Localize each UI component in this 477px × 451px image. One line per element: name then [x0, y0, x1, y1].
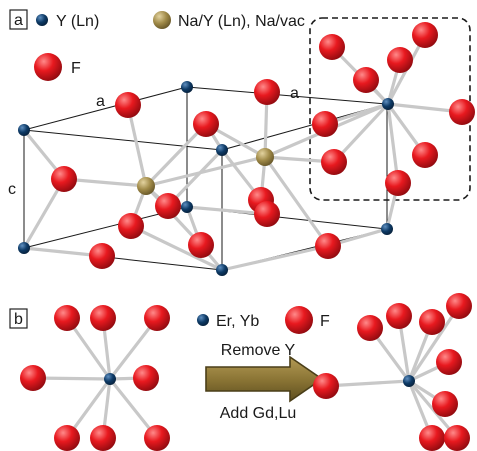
f-atom [444, 425, 470, 451]
f-atom [51, 166, 77, 192]
f-atom [357, 315, 383, 341]
f-atom [412, 142, 438, 168]
er-yb-atom [104, 373, 116, 385]
legend-na-y-label: Na/Y (Ln), Na/vac [178, 13, 305, 30]
panel-a-label: a [9, 9, 28, 30]
f-atom [386, 303, 412, 329]
f-atom [144, 425, 170, 451]
f-atom [321, 149, 347, 175]
f-atom [188, 232, 214, 258]
legend-f-swatch-b [285, 306, 313, 334]
f-atom [118, 213, 144, 239]
legend-f-label: F [71, 60, 81, 77]
svg-text:b: b [14, 311, 23, 328]
legend-y-ln-label: Y (Ln) [56, 13, 99, 30]
f-atom [254, 79, 280, 105]
f-atom [155, 193, 181, 219]
legend-f-label-b: F [320, 313, 330, 330]
panel-a-y-atoms [18, 81, 394, 276]
f-atom [133, 365, 159, 391]
legend-f-swatch [34, 53, 62, 81]
y-atom [181, 201, 193, 213]
y-atom [181, 81, 193, 93]
f-atom [20, 365, 46, 391]
f-atom [254, 201, 280, 227]
f-atom [144, 305, 170, 331]
axis-a-right-label: a [290, 85, 299, 102]
f-atom [412, 22, 438, 48]
y-atom [18, 242, 30, 254]
left-cluster-f-atoms [20, 305, 170, 451]
right-cluster-f-atoms [313, 293, 472, 399]
legend-y-ln-swatch [36, 14, 48, 26]
f-atom [54, 305, 80, 331]
f-atom [387, 47, 413, 73]
y-atom [216, 144, 228, 156]
f-atom [193, 111, 219, 137]
transform-arrow [205, 355, 324, 403]
panel-a-f-atoms [51, 22, 475, 269]
y-atom [216, 264, 228, 276]
f-atom [90, 425, 116, 451]
f-atom [319, 34, 345, 60]
panel-b-legend: Er, Yb F [197, 306, 330, 334]
panel-a-legend: Y (Ln) Na/Y (Ln), Na/vac F [34, 11, 305, 81]
f-atom [54, 425, 80, 451]
f-atom [353, 67, 379, 93]
na-y-atom [137, 177, 155, 195]
f-atom [89, 243, 115, 269]
svg-text:a: a [14, 12, 23, 29]
f-atom [419, 425, 445, 451]
y-atom [18, 124, 30, 136]
panel-a-na-atoms [137, 148, 274, 195]
f-atom [312, 111, 338, 137]
na-y-atom [256, 148, 274, 166]
f-atom [446, 293, 472, 319]
f-atom [315, 233, 341, 259]
y-atom [382, 98, 394, 110]
f-atom [432, 391, 458, 417]
f-atom [419, 309, 445, 335]
panel-a: a Y (Ln) Na/Y (Ln), Na/vac F a [8, 9, 475, 276]
f-atom [449, 99, 475, 125]
f-atom [436, 349, 462, 375]
f-atom [115, 92, 141, 118]
legend-er-yb-label: Er, Yb [216, 313, 259, 330]
er-yb-atom [403, 375, 415, 387]
f-atom [385, 170, 411, 196]
f-atom [90, 305, 116, 331]
axis-c-label: c [8, 181, 16, 198]
arrow-caption-bottom: Add Gd,Lu [220, 405, 297, 422]
panel-b-label: b [9, 308, 28, 329]
legend-na-y-swatch [153, 11, 171, 29]
f-atom [313, 373, 339, 399]
panel-b: b Er, Yb F [9, 293, 472, 451]
arrow-caption-top: Remove Y [221, 342, 296, 359]
right-cluster-front-f-atoms [419, 391, 470, 451]
y-atom [381, 223, 393, 235]
legend-er-yb-swatch [197, 314, 209, 326]
axis-a-left-label: a [96, 93, 105, 110]
